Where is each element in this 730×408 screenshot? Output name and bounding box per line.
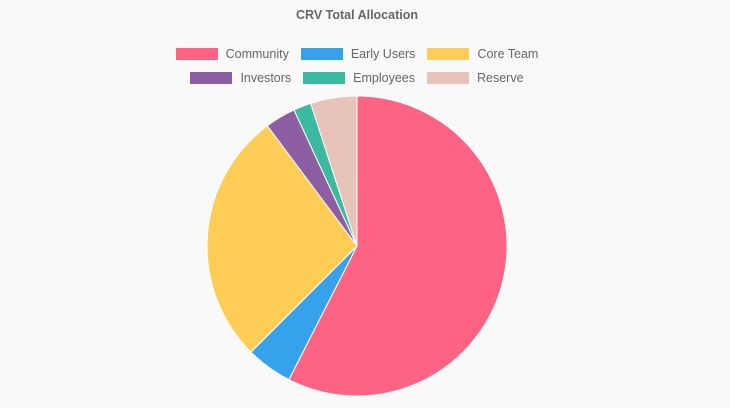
legend-item-investors[interactable]: Investors [190,71,291,85]
legend-item-early-users[interactable]: Early Users [300,47,416,61]
pie-slice-core-team[interactable] [206,125,358,353]
legend-swatch-early-users [300,48,343,60]
legend-swatch-community [175,48,218,60]
legend-swatch-investors [190,72,233,84]
legend-swatch-reserve [427,72,469,84]
legend-swatch-employees [303,72,346,84]
legend-row-1: Community Early Users Core Team [0,42,714,66]
chart-legend: Community Early Users Core Team Investor… [0,42,714,90]
legend-label-early-users: Early Users [350,47,416,61]
chart-title: CRV Total Allocation [296,8,418,22]
legend-swatch-core-team [427,48,470,60]
legend-label-investors: Investors [240,71,292,85]
legend-label-core-team: Core Team [477,47,539,61]
legend-item-core-team[interactable]: Core Team [427,47,538,61]
legend-item-reserve[interactable]: Reserve [427,71,524,85]
legend-label-employees: Employees [353,71,415,85]
legend-label-reserve: Reserve [477,71,524,85]
pie-slice-reserve[interactable] [310,95,358,247]
legend-row-2: Investors Employees Reserve [0,66,714,90]
legend-item-employees[interactable]: Employees [303,71,415,85]
pie-slice-community[interactable] [288,95,508,397]
legend-label-community: Community [225,47,289,61]
legend-item-community[interactable]: Community [175,47,289,61]
